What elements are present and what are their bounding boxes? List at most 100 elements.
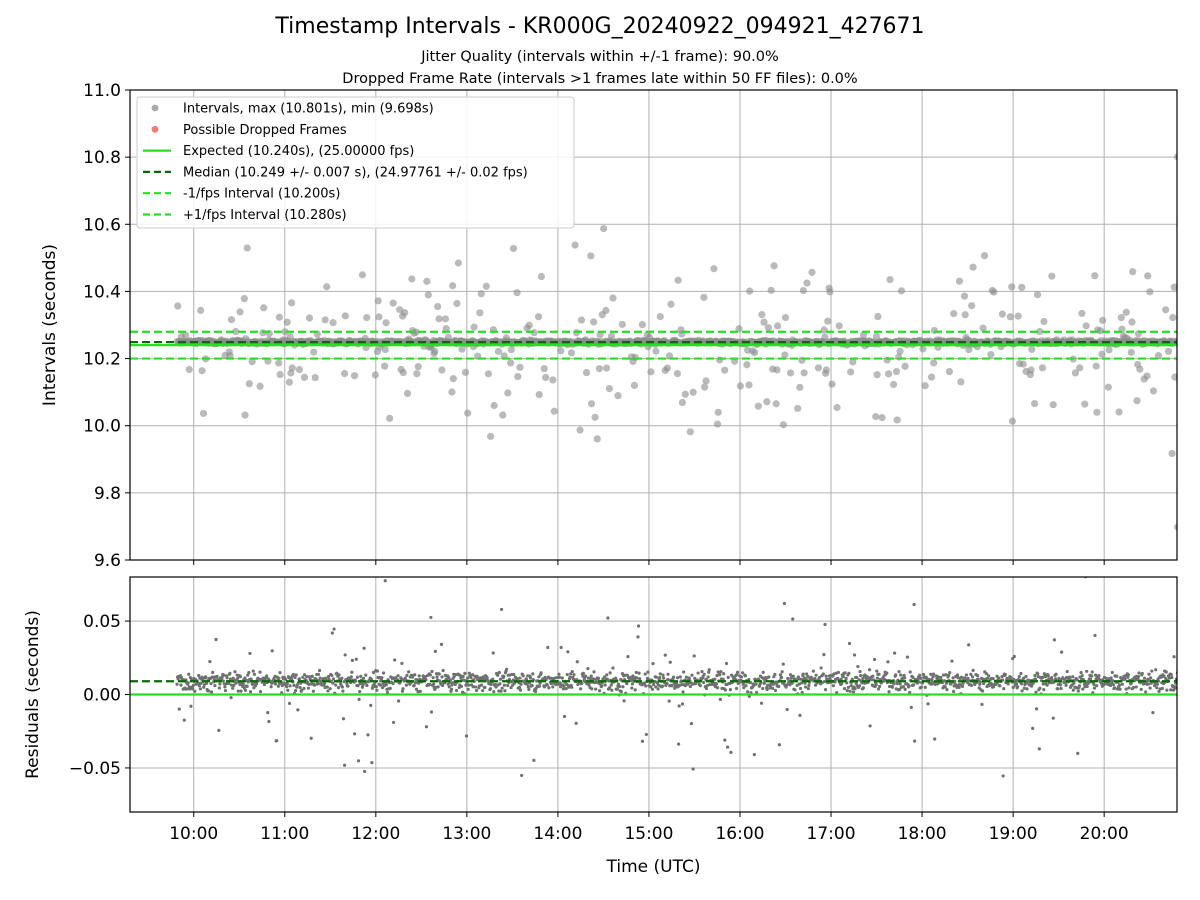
residual-point (813, 683, 818, 687)
residual-point (877, 684, 882, 689)
residual-point (1025, 687, 1029, 691)
residual-point (498, 677, 503, 681)
residual-point (440, 675, 444, 679)
residual-point (1041, 682, 1045, 686)
interval-point (890, 380, 898, 389)
y-tick-label: 10.8 (83, 148, 121, 168)
residual-point (179, 683, 183, 687)
residual-point (499, 689, 503, 693)
residual-point (1033, 677, 1038, 681)
residual-point (383, 579, 387, 583)
interval-point (746, 287, 754, 295)
interval-point-max (1174, 153, 1177, 161)
intervals-panel: 9.6 9.8 10.0 10.2 10.4 10.6 10.8 11.0 Intervals … (40, 81, 1178, 571)
residual-point (1109, 676, 1113, 680)
residual-point (670, 684, 674, 688)
residual-point (1006, 682, 1010, 686)
interval-point (884, 370, 893, 378)
interval-point (311, 373, 319, 382)
residual-point (908, 690, 912, 695)
interval-point (930, 359, 938, 367)
residual-point (1017, 674, 1021, 679)
residual-point (186, 681, 190, 685)
residual-point (346, 684, 350, 688)
interval-point (689, 388, 697, 396)
residual-point (191, 684, 195, 688)
residual-point (607, 686, 612, 690)
legend-entry: Median (10.249 +/- 0.007 s), (24.97761 +… (143, 165, 528, 180)
interval-point (535, 391, 543, 399)
residual-point (385, 690, 390, 695)
interval-point (275, 359, 283, 367)
residual-point (833, 680, 837, 684)
residual-point (630, 686, 634, 690)
residual-point (334, 683, 338, 687)
residual-point (1071, 675, 1075, 679)
residual-point (502, 683, 506, 687)
interval-point (1040, 317, 1048, 326)
residual-point (584, 674, 588, 678)
residual-point (1110, 670, 1114, 675)
interval-point (259, 329, 267, 337)
residual-point (608, 671, 612, 675)
residual-point (564, 686, 568, 691)
interval-point (602, 364, 611, 372)
interval-point (283, 318, 291, 326)
residual-point (335, 671, 339, 675)
interval-point (835, 322, 843, 330)
residual-point (337, 673, 341, 677)
residual-point (350, 658, 354, 662)
interval-point (998, 310, 1007, 318)
interval-point (927, 373, 936, 381)
x-tick-label: 20:00 (1080, 824, 1129, 844)
residual-point (199, 681, 203, 685)
interval-point (1171, 373, 1177, 381)
residual-point (591, 677, 596, 681)
residual-point (504, 667, 509, 671)
residual-point (897, 670, 901, 674)
residual-point (266, 710, 270, 715)
residual-point (496, 673, 500, 677)
residual-point (1160, 686, 1164, 690)
residual-point (569, 672, 573, 676)
interval-point (236, 308, 244, 316)
interval-point (185, 365, 193, 374)
residual-point (388, 686, 392, 690)
interval-point (896, 347, 904, 355)
residual-point (245, 684, 249, 688)
interval-point (431, 347, 439, 355)
residual-point (636, 635, 640, 639)
residual-point (1162, 674, 1166, 678)
residual-point (911, 675, 915, 680)
interval-point (453, 299, 461, 308)
residual-point (1042, 688, 1046, 692)
residual-point (357, 697, 361, 701)
residual-point (721, 677, 725, 681)
residual-point (658, 675, 662, 680)
residual-point (1088, 677, 1093, 681)
residual-point (899, 673, 903, 677)
residual-point (380, 676, 384, 680)
interval-point (754, 402, 762, 410)
residual-point (215, 674, 219, 679)
residual-point (418, 689, 422, 693)
interval-point (609, 294, 617, 302)
residual-point (656, 687, 660, 691)
residual-point (1165, 688, 1169, 692)
residual-point (929, 672, 933, 676)
residual-point (917, 680, 921, 684)
residual-point (845, 689, 849, 693)
residual-point (644, 684, 648, 688)
interval-point (990, 288, 998, 296)
interval-point (449, 282, 457, 290)
residual-point (202, 685, 206, 689)
residual-point (805, 672, 809, 676)
residual-point (1024, 681, 1029, 685)
residual-point (666, 672, 670, 676)
residual-point (231, 676, 235, 680)
interval-point (656, 312, 664, 321)
residual-point (782, 601, 786, 606)
residual-point (924, 675, 928, 679)
x-tick-label: 14:00 (533, 824, 582, 844)
residual-point (589, 677, 593, 681)
